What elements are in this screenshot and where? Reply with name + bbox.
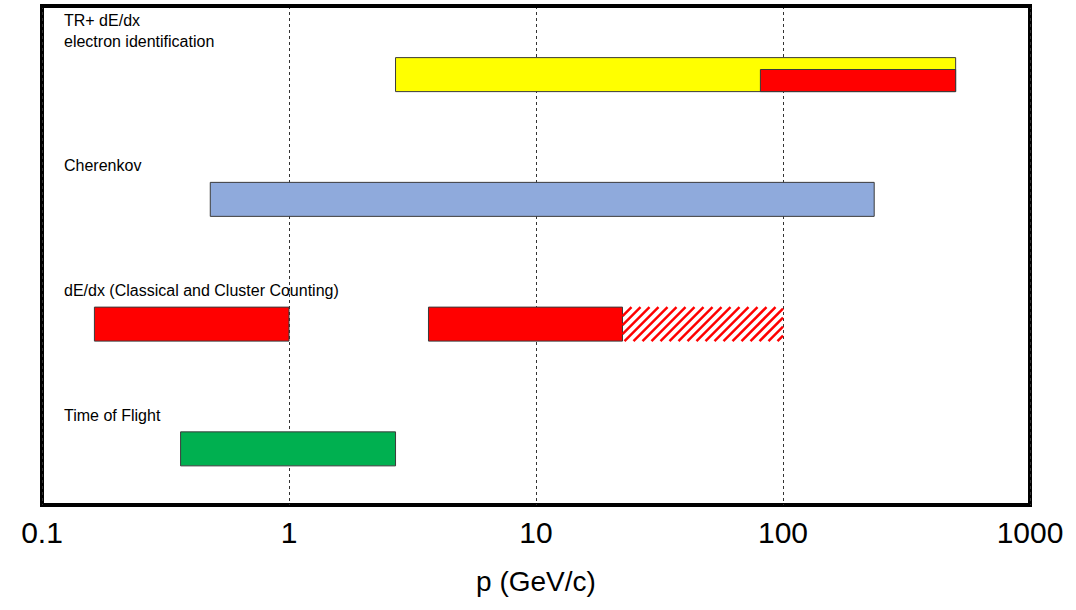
svg-text:1: 1 (281, 516, 298, 549)
svg-text:Time of Flight: Time of Flight (64, 407, 161, 424)
svg-text:100: 100 (758, 516, 808, 549)
svg-text:electron identification: electron identification (64, 33, 214, 50)
svg-text:dE/dx (Classical and Cluster C: dE/dx (Classical and Cluster Counting) (64, 282, 339, 299)
svg-text:Cherenkov: Cherenkov (64, 157, 141, 174)
svg-text:TR+ dE/dx: TR+ dE/dx (64, 12, 140, 29)
svg-text:10: 10 (519, 516, 552, 549)
svg-text:1000: 1000 (997, 516, 1064, 549)
svg-text:p (GeV/c): p (GeV/c) (476, 566, 596, 597)
svg-text:0.1: 0.1 (21, 516, 63, 549)
